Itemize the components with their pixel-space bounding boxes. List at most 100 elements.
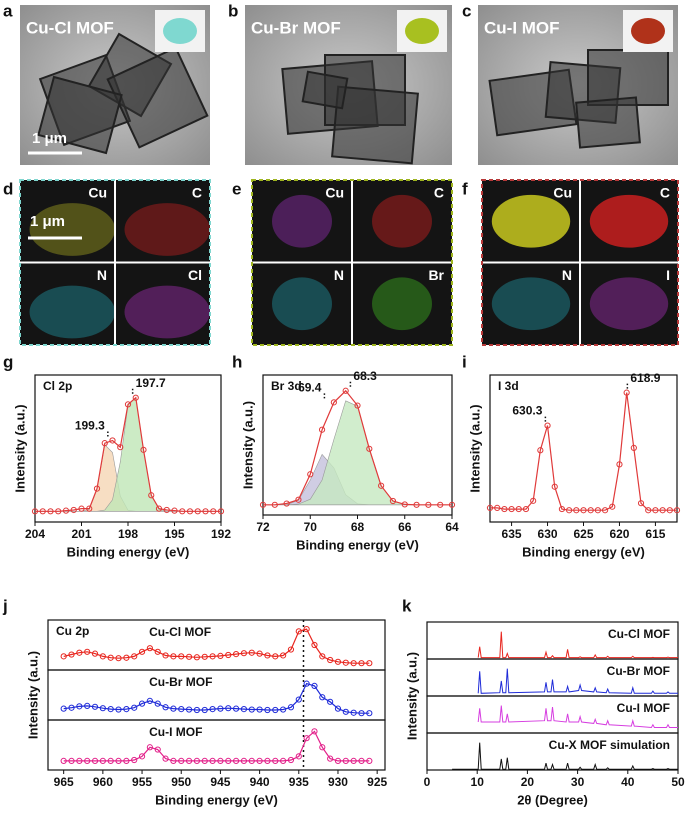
- series-label: Cu-X MOF simulation: [549, 738, 670, 752]
- data-point: [522, 505, 530, 513]
- element-label: Cu: [553, 185, 572, 201]
- plot-frame: [47, 719, 386, 771]
- element-label: N: [97, 267, 107, 283]
- x-tick-label: 950: [171, 775, 191, 789]
- scale-label: 1 μm: [32, 130, 67, 147]
- spectrum-line: [63, 730, 370, 762]
- data-point: [366, 445, 373, 452]
- panel-letter: k: [402, 596, 412, 615]
- data-point: [303, 680, 310, 687]
- data-point: [31, 508, 39, 515]
- peak-label: 630.3: [512, 404, 542, 418]
- x-axis-label: 2θ (Degree): [517, 792, 588, 807]
- data-point: [185, 706, 193, 713]
- eds-map: [252, 262, 352, 345]
- data-point: [148, 492, 155, 499]
- data-point: [117, 444, 124, 451]
- y-axis-label: Intensity (a.u.): [25, 651, 40, 739]
- data-point: [295, 753, 302, 760]
- data-point: [673, 507, 681, 514]
- x-tick-label: 10: [471, 775, 485, 789]
- data-point: [616, 461, 623, 468]
- crystal: [301, 70, 349, 110]
- series-label: Cu-Br MOF: [149, 675, 212, 689]
- eds-map: [252, 180, 352, 263]
- data-point: [170, 705, 177, 712]
- data-point: [327, 755, 334, 762]
- element-label: Cl: [188, 267, 202, 283]
- data-point: [264, 757, 271, 765]
- data-point: [295, 496, 302, 503]
- data-point: [201, 706, 208, 714]
- panel-letter: j: [2, 596, 8, 615]
- x-tick-label: 66: [398, 520, 412, 534]
- data-point: [358, 660, 365, 667]
- panel-title: I 3d: [498, 379, 519, 393]
- data-point: [68, 704, 75, 711]
- data-point: [123, 757, 130, 765]
- data-point: [342, 757, 349, 765]
- x-tick-label: 955: [132, 775, 152, 789]
- spectrum-line: [63, 628, 370, 664]
- data-point: [354, 402, 361, 409]
- data-point: [123, 654, 130, 661]
- data-point: [350, 709, 357, 716]
- x-axis-label: Binding energy (eV): [67, 544, 190, 559]
- powder: [163, 18, 197, 44]
- spectrum-line: [477, 668, 678, 694]
- data-point: [194, 508, 201, 515]
- plot-frame: [47, 669, 386, 721]
- data-point: [84, 648, 91, 655]
- data-point: [154, 700, 161, 707]
- tem-label: Cu-I MOF: [484, 18, 560, 37]
- data-point: [91, 757, 99, 765]
- element-signal: [491, 277, 571, 331]
- data-point: [311, 728, 318, 735]
- element-signal: [491, 194, 571, 248]
- data-point: [280, 757, 287, 765]
- peak-label: 199.3: [75, 419, 105, 433]
- data-point: [318, 426, 326, 433]
- element-signal: [589, 277, 669, 331]
- x-tick-label: 940: [250, 775, 270, 789]
- data-point: [515, 505, 522, 513]
- y-axis-label: Intensity (a.u.): [12, 404, 27, 492]
- peak-label: 69.4: [298, 381, 322, 395]
- data-point: [271, 501, 278, 508]
- data-point: [107, 705, 114, 713]
- crystal: [587, 49, 669, 106]
- series-label: Cu-I MOF: [617, 701, 670, 715]
- data-point: [283, 500, 290, 507]
- data-point: [163, 506, 170, 514]
- element-label: Cu: [325, 185, 344, 201]
- data-point: [193, 757, 201, 765]
- data-point: [358, 710, 365, 717]
- x-tick-label: 198: [118, 527, 138, 541]
- data-point: [358, 757, 365, 765]
- data-point: [659, 507, 666, 514]
- eds-map: [20, 262, 115, 345]
- crystal: [106, 46, 209, 149]
- panel-letter: e: [232, 179, 241, 198]
- data-point: [170, 653, 177, 660]
- element-signal: [29, 285, 115, 339]
- data-point: [401, 501, 408, 508]
- panel-title: Cu 2p: [56, 624, 89, 638]
- data-point: [280, 652, 287, 659]
- data-point: [162, 652, 169, 659]
- data-point: [240, 650, 248, 657]
- data-point: [138, 753, 146, 760]
- data-point: [91, 703, 99, 710]
- data-point: [154, 746, 161, 753]
- x-tick-label: 935: [289, 775, 309, 789]
- data-point: [311, 682, 318, 690]
- data-point: [78, 505, 85, 512]
- data-point: [240, 705, 248, 713]
- component-area: [263, 400, 452, 506]
- series-label: Cu-Cl MOF: [608, 627, 670, 641]
- x-tick-label: 64: [445, 520, 459, 534]
- spectrum-line: [477, 631, 678, 659]
- eds-border: [19, 179, 211, 346]
- data-point: [146, 744, 153, 751]
- data-point: [210, 508, 217, 515]
